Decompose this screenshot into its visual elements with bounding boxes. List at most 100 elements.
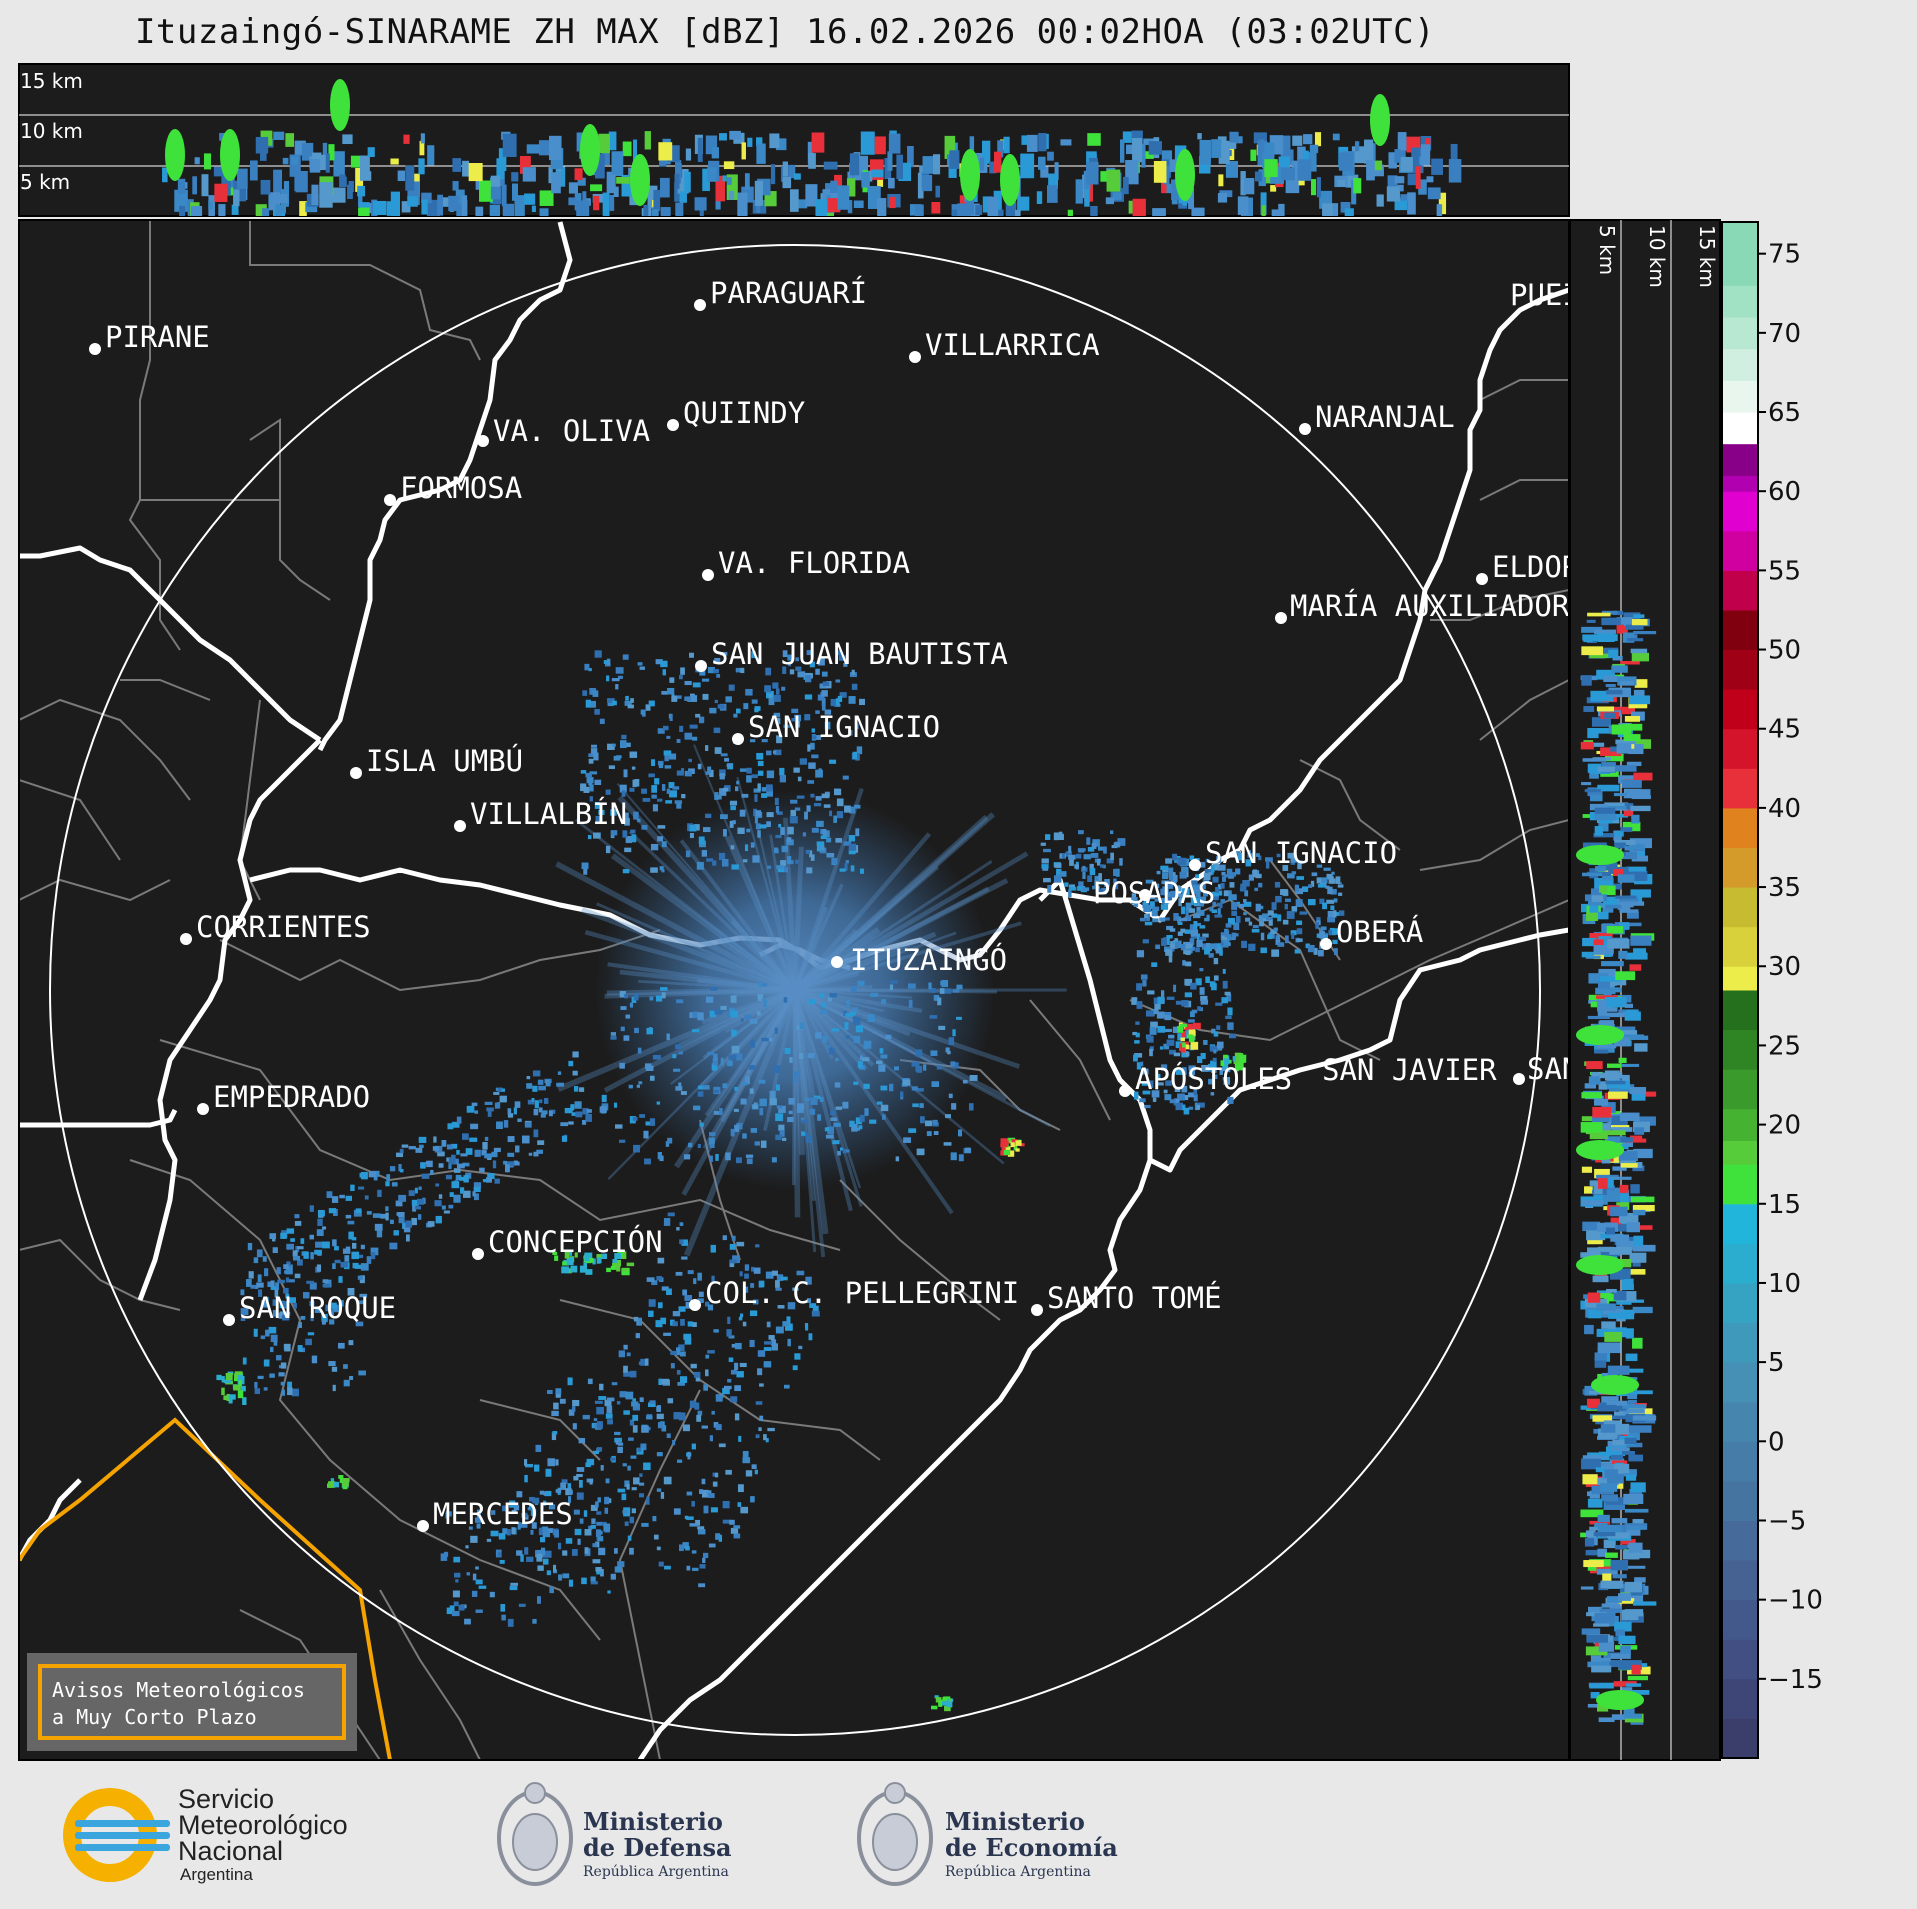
echo-pixel bbox=[702, 1557, 706, 1563]
echo-pixel bbox=[1165, 1080, 1172, 1086]
echo-pixel bbox=[1151, 1009, 1159, 1015]
echo-pixel bbox=[1258, 882, 1263, 888]
echo-pixel bbox=[1010, 1140, 1015, 1148]
echo-pixel bbox=[807, 780, 815, 784]
warning-box[interactable]: Avisos Meteorológicos a Muy Corto Plazo bbox=[27, 1653, 357, 1751]
echo-pixel bbox=[1191, 880, 1198, 886]
colorbar-band bbox=[1722, 807, 1758, 848]
right-echo bbox=[1613, 1290, 1627, 1301]
echo-pixel bbox=[1164, 1094, 1172, 1101]
top-echo bbox=[468, 163, 483, 182]
right-echo bbox=[1605, 1552, 1618, 1558]
right-echo bbox=[1582, 937, 1597, 947]
top-echo bbox=[1152, 208, 1166, 216]
echo-pixel bbox=[675, 1044, 681, 1050]
echo-pixel bbox=[579, 1479, 583, 1488]
echo-pixel bbox=[677, 1381, 685, 1386]
echo-pixel bbox=[596, 1570, 603, 1575]
echo-pixel bbox=[718, 852, 726, 861]
echo-pixel bbox=[804, 714, 811, 721]
echo-pixel bbox=[626, 1483, 630, 1490]
echo-pixel bbox=[624, 993, 629, 999]
echo-pixel bbox=[1191, 946, 1195, 951]
echo-pixel bbox=[1177, 893, 1183, 898]
echo-pixel bbox=[1164, 1028, 1173, 1033]
echo-pixel bbox=[769, 694, 773, 698]
echo-pixel bbox=[624, 1521, 629, 1527]
echo-pixel bbox=[859, 868, 864, 874]
echo-pixel bbox=[1231, 932, 1237, 939]
top-echo bbox=[475, 206, 484, 216]
echo-pixel bbox=[568, 1489, 573, 1495]
echo-pixel bbox=[1172, 1026, 1178, 1034]
top-echo bbox=[314, 154, 327, 171]
echo-pixel bbox=[1181, 906, 1186, 915]
echo-pixel bbox=[1058, 831, 1063, 838]
right-echo bbox=[1587, 1498, 1603, 1508]
echo-pixel bbox=[1106, 858, 1114, 864]
right-echo bbox=[1633, 1209, 1646, 1216]
echo-pixel bbox=[689, 1400, 697, 1408]
echo-pixel bbox=[501, 1088, 506, 1092]
echo-pixel bbox=[1220, 882, 1225, 889]
colorbar-band bbox=[1722, 530, 1758, 571]
economia-line3: República Argentina bbox=[945, 1864, 1091, 1880]
right-echo bbox=[1611, 1714, 1629, 1720]
echo-pixel bbox=[507, 1113, 514, 1118]
echo-pixel bbox=[655, 659, 663, 665]
echo-pixel bbox=[752, 1104, 758, 1109]
echo-pixel bbox=[958, 1154, 964, 1162]
echo-pixel bbox=[502, 1505, 508, 1512]
echo-pixel bbox=[1223, 1054, 1228, 1062]
top-echo bbox=[568, 197, 577, 206]
top-echo bbox=[273, 131, 285, 140]
echo-pixel bbox=[1166, 935, 1173, 939]
echo-pixel bbox=[330, 1478, 335, 1483]
top-echo bbox=[192, 176, 198, 195]
echo-pixel bbox=[657, 836, 664, 842]
echo-pixel bbox=[286, 1228, 295, 1234]
place-dot bbox=[417, 1520, 429, 1532]
right-echo bbox=[1620, 1193, 1629, 1203]
top-echo bbox=[403, 134, 410, 144]
echo-pixel bbox=[651, 785, 658, 793]
echo-pixel bbox=[880, 1085, 888, 1091]
echo-pixel bbox=[615, 1124, 623, 1129]
echo-pixel bbox=[612, 1259, 618, 1265]
echo-pixel bbox=[660, 987, 668, 991]
echo-pixel bbox=[532, 1497, 540, 1504]
right-echo bbox=[1626, 1009, 1638, 1018]
echo-pixel bbox=[1053, 832, 1059, 841]
right-echo bbox=[1596, 999, 1607, 1010]
echo-pixel bbox=[548, 1504, 556, 1510]
echo-pixel bbox=[1275, 895, 1282, 903]
echo-pixel bbox=[952, 989, 960, 993]
right-echo bbox=[1606, 1288, 1617, 1293]
echo-pixel bbox=[729, 800, 738, 806]
echo-pixel bbox=[1332, 939, 1338, 945]
echo-pixel bbox=[452, 1590, 460, 1598]
echo-pixel bbox=[629, 1547, 634, 1555]
echo-pixel bbox=[461, 1133, 469, 1140]
echo-pixel bbox=[615, 684, 619, 690]
place-8: ELDOR bbox=[1476, 550, 1569, 585]
echo-pixel bbox=[573, 1086, 579, 1092]
top-echo bbox=[793, 173, 801, 180]
colorbar-band bbox=[1722, 1140, 1758, 1165]
top-level-15km: 15 km bbox=[20, 69, 83, 93]
echo-pixel bbox=[223, 1379, 231, 1384]
echo-pixel bbox=[1164, 1013, 1172, 1021]
echo-pixel bbox=[617, 1442, 624, 1446]
right-echo bbox=[1616, 1240, 1634, 1250]
echo-pixel bbox=[484, 1101, 493, 1105]
echo-pixel bbox=[767, 865, 772, 869]
top-echo bbox=[949, 150, 960, 169]
echo-pixel bbox=[474, 1517, 482, 1523]
clutter-ray bbox=[584, 929, 796, 993]
echo-pixel bbox=[675, 1271, 683, 1276]
colorbar-tick: 60 bbox=[1758, 477, 1801, 507]
right-echo bbox=[1634, 1127, 1645, 1135]
echo-pixel bbox=[1200, 995, 1208, 1002]
echo-pixel bbox=[1208, 872, 1212, 876]
echo-pixel bbox=[1175, 1041, 1183, 1049]
